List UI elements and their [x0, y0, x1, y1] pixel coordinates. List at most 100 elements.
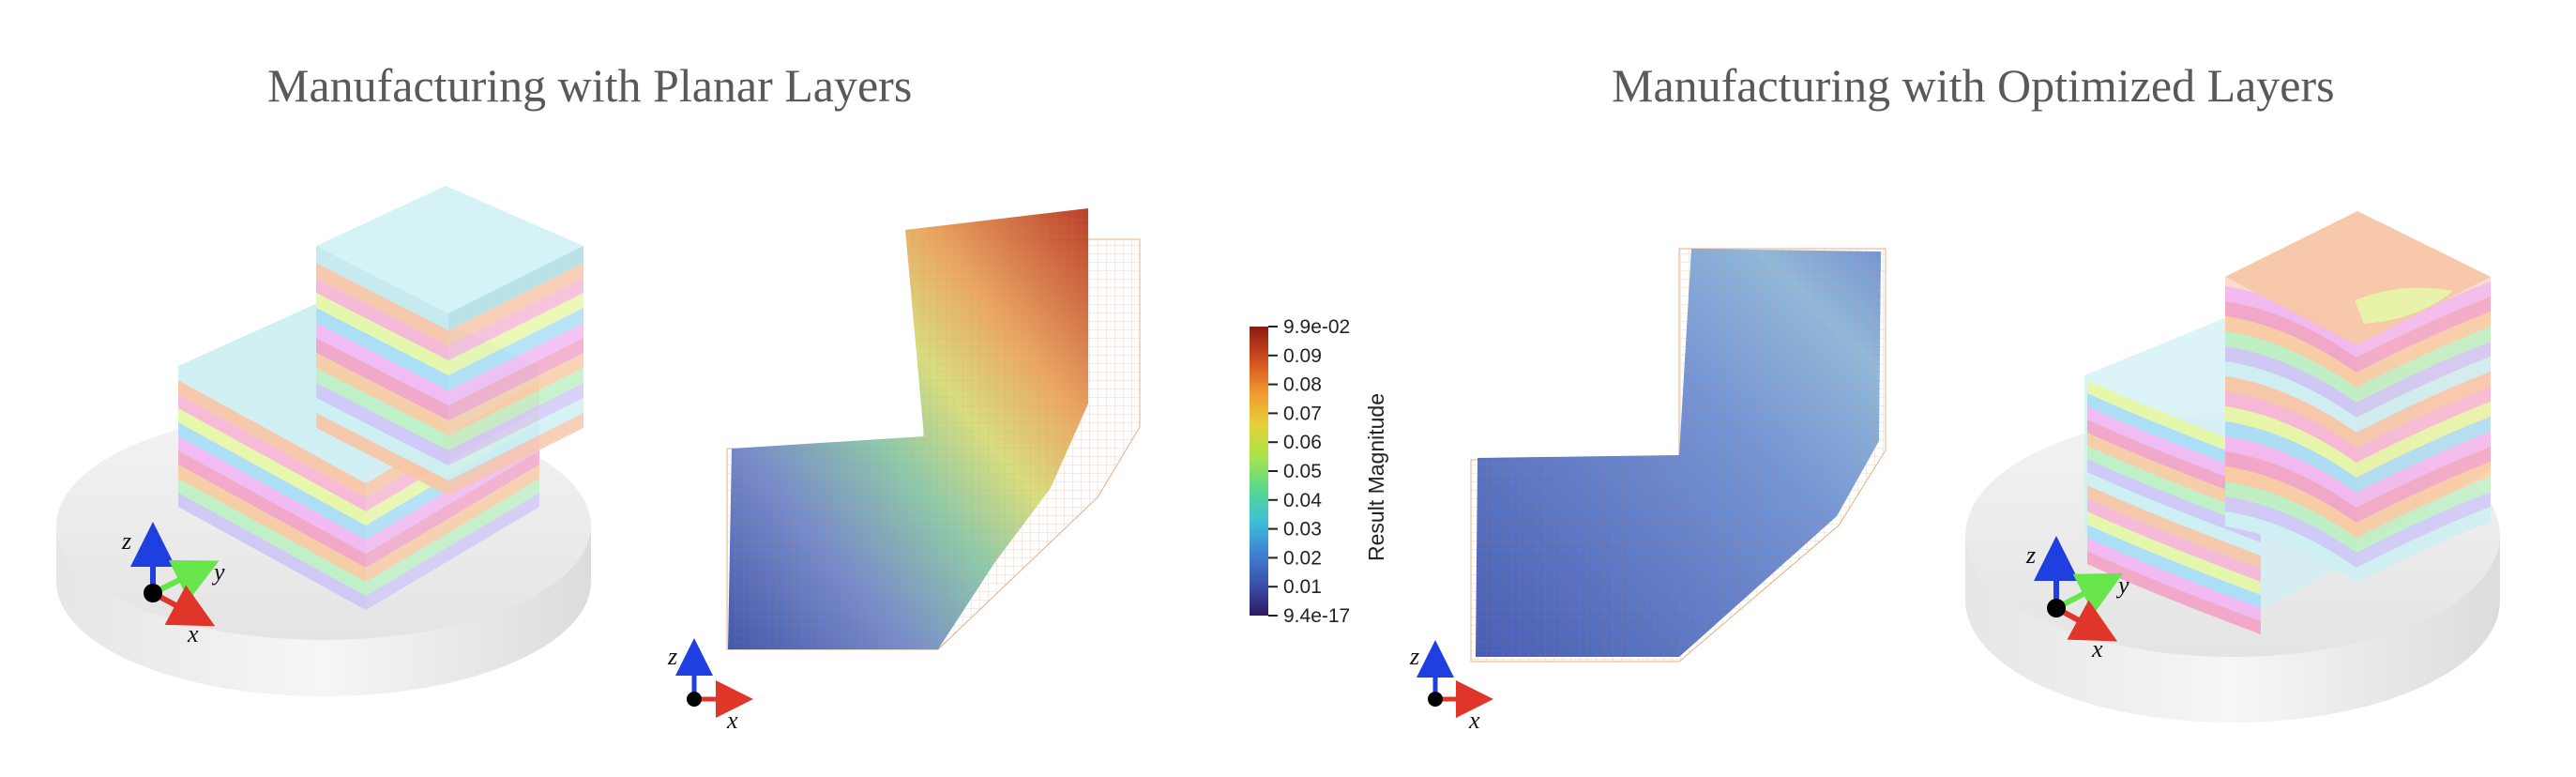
tower-layer-right — [448, 308, 583, 390]
curved-layer — [2087, 419, 2261, 503]
layer-face-left — [178, 380, 366, 497]
title-optimized-layers: Manufacturing with Optimized Layers — [1612, 59, 2335, 112]
tower-curved-layer-right — [2356, 357, 2491, 433]
title-planar-layers: Manufacturing with Planar Layers — [267, 59, 913, 112]
deformation-plot-planar — [726, 208, 1141, 650]
axis-label-x: x — [187, 620, 199, 648]
tower-top — [316, 186, 583, 313]
optimized-layers-model — [1965, 211, 2500, 723]
colorbar-title: Result Magnitude — [1364, 393, 1388, 561]
tower-curved-layer-right — [2356, 492, 2491, 568]
layer-face-left — [178, 422, 366, 540]
tower-curved-layer-left — [2225, 451, 2356, 523]
colorbar-tick-label: 0.01 — [1283, 576, 1322, 598]
axis-triad-plot-right: z x — [1409, 640, 1493, 734]
tower-curved-layer-left — [2225, 511, 2356, 583]
colorbar-tick-label: 0.08 — [1283, 374, 1322, 396]
curved-layer — [2087, 472, 2261, 556]
tower-curved-layer-right — [2356, 312, 2491, 388]
axis-label-z-right: z — [2025, 541, 2036, 569]
axis-label-z-plot-left: z — [667, 643, 677, 670]
tower-curved-layer-right — [2356, 297, 2491, 373]
tower-curved-layer-left — [2225, 436, 2356, 508]
axis-triad-plot-left: z x — [667, 638, 753, 734]
tower-layer-right — [448, 278, 583, 360]
layer-face-left — [178, 408, 366, 526]
colorbar-tick-label: 0.05 — [1283, 461, 1322, 482]
colorbar-tick-label: 0.09 — [1283, 345, 1322, 367]
tower-layer-left — [316, 398, 448, 480]
layer-face-left — [178, 465, 366, 582]
tower-layer-left — [316, 383, 448, 465]
colorbar-tick-label: 0.07 — [1283, 403, 1322, 424]
tower-layer-left — [316, 293, 448, 375]
tower-curved-layer-right — [2356, 402, 2491, 478]
tower-layer-left — [316, 413, 448, 495]
tower-curved-layer-left — [2225, 346, 2356, 418]
curved-layer — [2087, 511, 2261, 595]
tower-curved-layer-left — [2225, 421, 2356, 493]
curved-layer-stack — [2084, 211, 2491, 634]
curved-layer — [2087, 525, 2261, 608]
tower-top-optimized — [2225, 211, 2491, 345]
layer-face-left — [178, 450, 366, 568]
tower-layer-right — [448, 353, 583, 435]
axis-label-y-right: y — [2115, 571, 2129, 599]
colorbar-gradient — [1250, 327, 1268, 616]
tower-curved-layer-right — [2356, 462, 2491, 538]
tower-curved-layer-right — [2356, 447, 2491, 523]
tower-curved-layer-left — [2225, 496, 2356, 568]
curved-layer — [2087, 446, 2261, 529]
tower-layer-left — [316, 308, 448, 390]
tower-curved-layer-right — [2356, 342, 2491, 418]
layer-face-right — [366, 479, 539, 596]
tower-layer-right — [448, 293, 583, 375]
layer-face-left — [178, 394, 366, 511]
layer-face-right — [366, 450, 539, 568]
tower-curved-layer-right — [2356, 327, 2491, 403]
axis-triad-right: z y x — [2025, 536, 2129, 663]
tower-cap-right — [448, 246, 583, 330]
colorbar: 9.9e-02 0.09 0.08 0.07 0.06 0.05 0.04 0.03 0.02 0… — [1250, 316, 1388, 627]
tower-curved-layer-left — [2225, 481, 2356, 553]
colorbar-ticks: 9.9e-02 0.09 0.08 0.07 0.06 0.05 0.04 0.03 0.02 0… — [1268, 316, 1350, 627]
layer-face-left — [178, 479, 366, 596]
axis-label-x-plot-right: x — [1468, 707, 1480, 734]
axis-triad-left: z y x — [121, 522, 225, 648]
curved-layer — [2087, 538, 2261, 621]
curved-layer — [2087, 393, 2261, 477]
axis-label-y: y — [211, 558, 225, 586]
axis-label-z: z — [121, 527, 131, 555]
curved-layer — [2087, 433, 2261, 516]
axis-label-x-right: x — [2091, 635, 2103, 663]
curved-layer — [2087, 498, 2261, 582]
tower-curved-layer-left — [2225, 406, 2356, 478]
tower-curved-layer-right — [2356, 507, 2491, 583]
upper-layer-stack — [316, 186, 583, 495]
colorbar-tick-label: 0.03 — [1283, 519, 1322, 541]
tower-layer-left — [316, 353, 448, 435]
colorbar-tick-label: 0.02 — [1283, 547, 1322, 569]
tower-curved-layer-left — [2225, 361, 2356, 433]
colorbar-tick-label: 9.9e-02 — [1283, 316, 1350, 338]
layer-face-left — [178, 366, 366, 483]
tower-layer-right — [448, 338, 583, 420]
tower-curved-layer-left — [2225, 316, 2356, 388]
layer-face-right — [366, 465, 539, 582]
deformation-plot-optimized — [1470, 248, 1887, 663]
tower-layer-left — [316, 323, 448, 405]
layer-face-left — [178, 493, 366, 610]
tower-layer-left — [316, 368, 448, 450]
tower-curved-layer-left — [2225, 301, 2356, 373]
tower-layer-left — [316, 338, 448, 420]
tower-curved-layer-left — [2225, 466, 2356, 538]
tower-curved-layer-right — [2356, 282, 2491, 358]
tower-curved-layer-left — [2225, 286, 2356, 358]
tower-curved-layer-right — [2356, 477, 2491, 553]
curved-layer — [2087, 380, 2261, 464]
tower-layer-right — [448, 368, 583, 450]
tower-layer-left — [316, 278, 448, 360]
layer-face-right — [366, 493, 539, 610]
tower-curved-layer-right — [2356, 372, 2491, 448]
